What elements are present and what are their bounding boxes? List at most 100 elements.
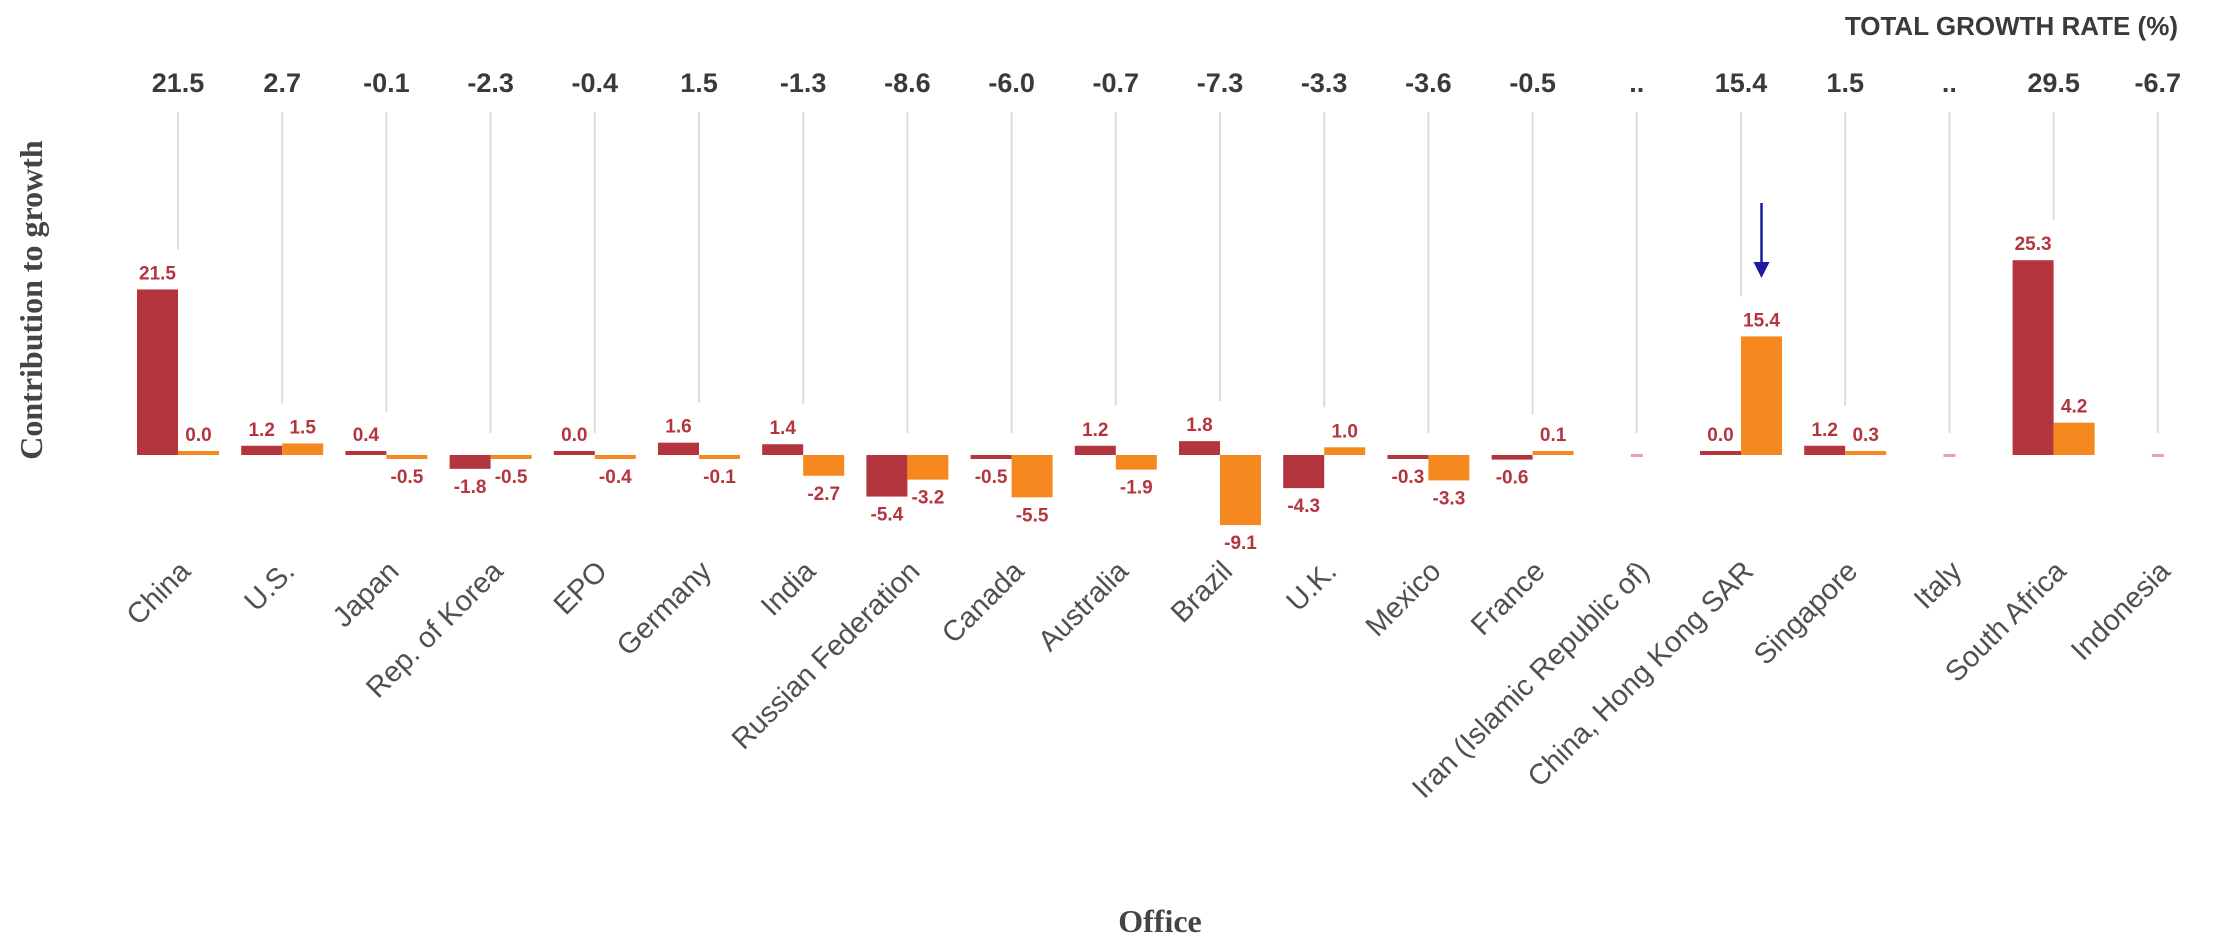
category-label: U.S. <box>239 555 302 618</box>
data-label: 21.5 <box>139 263 176 284</box>
bar <box>907 455 949 480</box>
data-label: -5.4 <box>871 505 904 526</box>
data-label: 25.3 <box>2015 234 2052 255</box>
bar <box>658 442 699 455</box>
category-label: Brazil <box>1165 555 1239 629</box>
bar <box>241 445 283 455</box>
total-growth-label: 1.5 <box>680 68 718 98</box>
data-label: 4.2 <box>2061 397 2087 418</box>
data-label: 1.6 <box>665 417 691 438</box>
data-label: 1.2 <box>1811 420 1837 441</box>
total-growth-label: 21.5 <box>152 68 205 98</box>
data-label: 1.5 <box>289 417 316 438</box>
data-label: -9.1 <box>1224 533 1257 554</box>
data-label: -0.6 <box>1496 468 1529 489</box>
data-label: -0.4 <box>599 467 632 488</box>
bar <box>1220 455 1261 526</box>
bar <box>1011 455 1053 498</box>
annotation-arrow-head <box>1753 262 1770 278</box>
data-label: 15.4 <box>1743 310 1780 331</box>
bar <box>699 455 740 459</box>
category-label: Russian Federation <box>726 555 926 755</box>
bar <box>1700 451 1741 455</box>
data-label: 1.2 <box>1082 420 1108 441</box>
data-label: -2.7 <box>807 484 840 505</box>
total-growth-label: -2.3 <box>467 68 514 98</box>
data-label: 0.4 <box>353 425 380 446</box>
bar <box>178 451 219 455</box>
no-data-mark <box>1943 454 1956 457</box>
total-growth-label: -0.4 <box>572 68 619 98</box>
category-label: Canada <box>936 555 1031 650</box>
data-label: -3.3 <box>1433 488 1466 509</box>
bar <box>1532 451 1574 455</box>
total-growth-label: .. <box>1629 68 1644 98</box>
bar <box>1741 336 1782 455</box>
category-label: Indonesia <box>2065 555 2177 667</box>
no-data-mark <box>2151 454 2164 457</box>
total-growth-label: -3.3 <box>1301 68 1348 98</box>
bar <box>803 455 845 476</box>
total-growth-label: -0.7 <box>1093 68 1140 98</box>
bar <box>1428 455 1470 481</box>
category-label: Singapore <box>1748 555 1864 671</box>
category-label: China <box>121 555 198 632</box>
total-growth-label: -3.6 <box>1405 68 1452 98</box>
category-label: U.K. <box>1281 555 1344 618</box>
x-axis-label: Office <box>1118 903 1202 937</box>
bar <box>137 289 178 455</box>
category-label: Italy <box>1908 555 1969 616</box>
bar <box>490 455 532 459</box>
category-label: Australia <box>1032 555 1135 658</box>
data-label: 0.0 <box>561 425 587 446</box>
total-growth-label: -8.6 <box>884 68 931 98</box>
total-growth-label: 29.5 <box>2027 68 2080 98</box>
bar <box>449 455 491 469</box>
y-axis-label: Contribution to growth <box>13 140 49 460</box>
bar <box>1845 451 1887 455</box>
data-label: -1.8 <box>454 477 487 498</box>
category-label: EPO <box>548 555 614 621</box>
data-label: -0.5 <box>391 467 424 488</box>
total-growth-label: 1.5 <box>1826 68 1864 98</box>
total-growth-label: 15.4 <box>1715 68 1768 98</box>
total-growth-label: -0.5 <box>1509 68 1556 98</box>
total-growth-label: -7.3 <box>1197 68 1244 98</box>
bar <box>553 451 595 455</box>
category-label: Mexico <box>1360 555 1448 643</box>
data-label: 0.0 <box>1707 425 1733 446</box>
data-label: -1.9 <box>1120 478 1153 499</box>
bar <box>1804 445 1846 455</box>
total-growth-label: -6.0 <box>988 68 1035 98</box>
data-label: -0.3 <box>1392 467 1425 488</box>
data-label: 1.2 <box>248 420 274 441</box>
total-growth-label: .. <box>1942 68 1957 98</box>
bar <box>2053 422 2095 455</box>
bar <box>1179 441 1220 455</box>
bar <box>1324 447 1366 455</box>
bar <box>866 455 908 497</box>
data-label: -3.2 <box>912 488 945 509</box>
bar <box>1491 455 1533 460</box>
bar <box>762 444 804 455</box>
category-label: Germany <box>611 555 718 662</box>
data-label: 0.0 <box>185 425 211 446</box>
category-label: India <box>755 555 823 623</box>
data-label: -0.5 <box>495 467 528 488</box>
bar <box>1283 455 1325 489</box>
category-label: France <box>1465 555 1551 641</box>
total-growth-label: -1.3 <box>780 68 827 98</box>
bar <box>970 455 1012 459</box>
total-growth-label: 2.7 <box>263 68 301 98</box>
bar <box>1074 445 1116 455</box>
data-label: 1.8 <box>1186 415 1212 436</box>
bar <box>282 443 324 455</box>
data-label: -5.5 <box>1016 505 1049 526</box>
bar <box>594 455 636 459</box>
data-label: -0.5 <box>975 467 1008 488</box>
bar <box>2012 260 2054 455</box>
no-data-mark <box>1630 454 1643 457</box>
total-growth-header: TOTAL GROWTH RATE (%) <box>1845 11 2178 41</box>
